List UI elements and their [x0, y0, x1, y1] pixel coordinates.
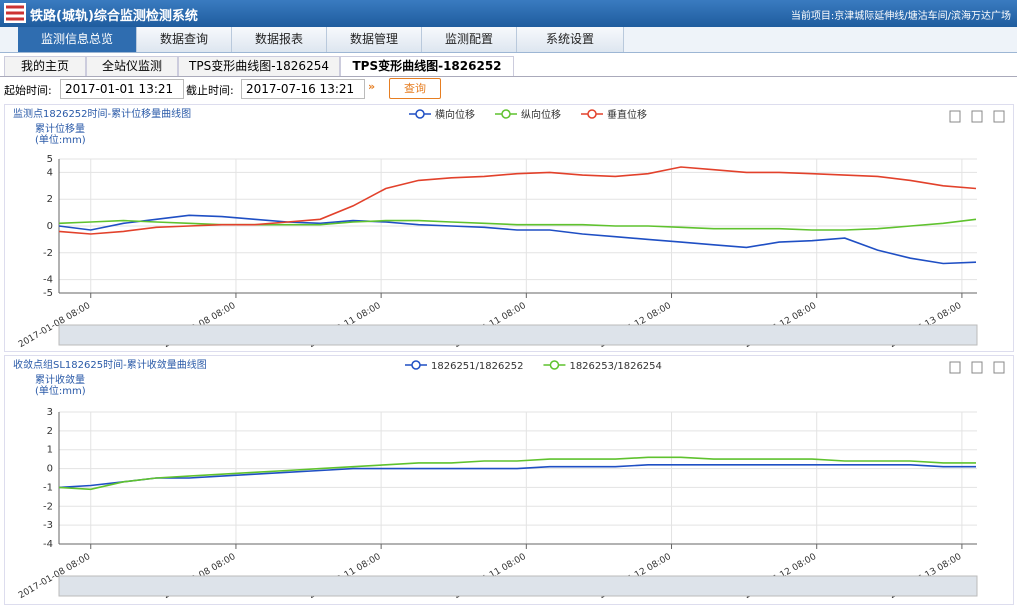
series-line	[58, 166, 977, 235]
header: 铁路(城轨)综合监测检测系统 当前项目:京津城际延伸线/塘沽车间/滨海万达广场	[0, 0, 1017, 27]
tab[interactable]: TPS变形曲线图-1826254	[178, 56, 340, 76]
query-button[interactable]: 查询	[389, 78, 441, 99]
y-tick-label: 2	[47, 426, 53, 437]
y-tick-label: -5	[43, 288, 53, 299]
logo	[4, 3, 26, 23]
legend-marker	[587, 109, 597, 119]
project[interactable]: 当前项目:京津城际延伸线/塘沽车间/滨海万达广场	[790, 11, 1011, 22]
toolbar-icon	[971, 110, 983, 123]
chart-title: 监测点1826252时间-累计位移量曲线图	[13, 107, 191, 120]
series-line	[58, 464, 976, 489]
chart-title: 收敛点组SL182625时间-累计收敛量曲线图	[13, 358, 207, 371]
expand-icon[interactable]: »	[368, 80, 376, 93]
nav-item[interactable]: 监测信息总览	[18, 27, 137, 52]
tab[interactable]: 全站仪监测	[86, 56, 178, 76]
series-line	[58, 214, 977, 265]
chart-panel: 收敛点组SL182625时间-累计收敛量曲线图累计收敛量 (单位:mm) 18262…	[4, 355, 1014, 605]
zoom-slider	[58, 324, 978, 346]
y-axis-unit: (单位:mm)	[35, 133, 86, 146]
series-line	[58, 456, 976, 491]
nav-item[interactable]: 数据报表	[232, 27, 327, 52]
y-tick-label: -4	[43, 275, 53, 286]
y-tick-label: 0	[47, 221, 53, 232]
legend-marker	[501, 109, 511, 119]
toolbar-icon	[949, 361, 961, 374]
legend-label: 垂直位移	[607, 108, 647, 121]
series-line	[58, 218, 977, 231]
legend-label: 1826251/1826252	[431, 361, 523, 372]
filter-bar: 起始时间: 2017-01-01 13:21 截止时间: 2017-07-16 …	[0, 78, 1017, 100]
y-tick-label: 1	[47, 445, 53, 456]
chart-panel: 监测点1826252时间-累计位移量曲线图累计位移量 (单位:mm) 横向位移 纵向位…	[4, 104, 1014, 352]
app-title: 铁路(城轨)综合监测检测系统	[30, 9, 198, 24]
y-tick-label: -3	[43, 520, 53, 531]
nav-bar: 监测信息总览 数据查询 数据报表 数据管理 监测配置 系统设置	[0, 27, 1017, 53]
y-axis-label: 累计收敛量	[35, 373, 85, 386]
y-tick-label: 4	[47, 167, 53, 178]
legend-label: 1826253/1826254	[569, 361, 661, 372]
y-tick-label: 5	[47, 154, 53, 165]
y-tick-label: 0	[47, 464, 53, 475]
y-axis-unit: (单位:mm)	[35, 384, 86, 397]
y-tick-label: 2	[47, 194, 53, 205]
legend-marker	[411, 360, 421, 370]
label: 截止时间:	[186, 84, 234, 97]
legend-label: 纵向位移	[521, 108, 561, 121]
y-axis-label: 累计位移量	[35, 122, 85, 135]
nav-item[interactable]: 系统设置	[517, 27, 624, 52]
tab[interactable]: 我的主页	[4, 56, 86, 76]
legend-label: 横向位移	[435, 108, 475, 121]
toolbar-icon	[993, 110, 1005, 123]
toolbar-icon	[993, 361, 1005, 374]
y-tick-label: -2	[43, 501, 53, 512]
y-tick-label: -1	[43, 482, 53, 493]
legend-marker	[415, 109, 425, 119]
tab[interactable]: TPS变形曲线图-1826252	[340, 56, 514, 76]
toolbar-icon	[949, 110, 961, 123]
date-input[interactable]: 2017-07-16 13:21	[241, 79, 365, 99]
tab-bar: 我的主页 全站仪监测 TPS变形曲线图-1826254 TPS变形曲线图-182…	[0, 54, 1017, 77]
date-input[interactable]: 2017-01-01 13:21	[60, 79, 184, 99]
nav-item[interactable]: 数据管理	[327, 27, 422, 52]
toolbar-icon	[971, 361, 983, 374]
nav-item[interactable]: 数据查询	[137, 27, 232, 52]
label: 起始时间:	[4, 84, 52, 97]
y-tick-label: 3	[47, 407, 53, 418]
nav-item[interactable]: 监测配置	[422, 27, 517, 52]
y-tick-label: -2	[43, 248, 53, 259]
zoom-slider	[58, 575, 978, 597]
legend-marker	[549, 360, 560, 370]
y-tick-label: -4	[43, 539, 53, 550]
